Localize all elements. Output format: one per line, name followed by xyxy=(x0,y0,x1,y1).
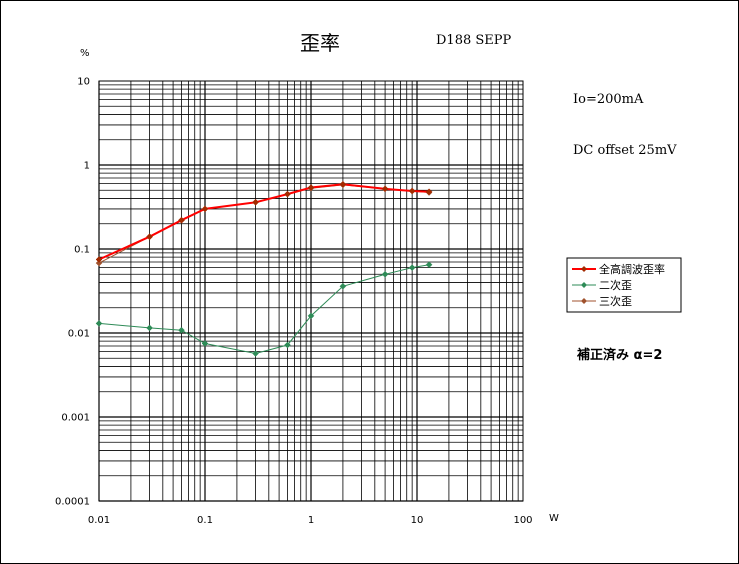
x-axis-ticks: 0.01 0.1 1 10 100 xyxy=(88,515,533,526)
data-point xyxy=(408,264,416,271)
series-1 xyxy=(95,180,433,263)
data-point xyxy=(284,190,291,198)
data-point xyxy=(146,233,153,241)
x-tick-label: 0.1 xyxy=(197,515,213,526)
legend-swatch-marker xyxy=(581,298,587,304)
data-point xyxy=(425,188,433,196)
data-point xyxy=(339,282,347,290)
legend-swatch-marker xyxy=(581,266,587,272)
y-tick-label: 1 xyxy=(84,161,90,172)
data-point xyxy=(381,270,389,278)
data-point xyxy=(252,198,259,206)
legend-label: 二次歪 xyxy=(599,278,632,292)
legend-item: 三次歪 xyxy=(572,294,632,308)
annotation-io: Io=200mA xyxy=(573,92,644,107)
data-point xyxy=(95,256,103,263)
series-layer xyxy=(95,180,433,357)
data-point xyxy=(95,259,103,267)
legend-label: 全高調波歪率 xyxy=(599,262,665,276)
y-axis-label: % xyxy=(80,48,90,59)
legend-swatch-marker xyxy=(581,282,587,288)
y-axis-ticks: 0.0001 0.001 0.01 0.1 1 10 xyxy=(55,77,90,508)
y-tick-label: 0.001 xyxy=(61,413,90,424)
chart-title: 歪率 xyxy=(300,31,340,55)
chart-subtitle: D188 SEPP xyxy=(436,33,512,48)
data-point xyxy=(381,185,389,193)
data-point xyxy=(307,184,315,191)
annotation-corrected: 補正済み α=2 xyxy=(576,347,662,363)
legend-label: 三次歪 xyxy=(599,294,632,308)
x-tick-label: 1 xyxy=(308,515,314,526)
data-point xyxy=(307,312,315,320)
annotation-dc-offset: DC offset 25mV xyxy=(573,143,677,158)
data-point xyxy=(284,341,291,349)
y-tick-label: 0.0001 xyxy=(55,497,90,508)
x-tick-label: 100 xyxy=(513,515,532,526)
data-point xyxy=(95,320,103,327)
data-point xyxy=(178,326,185,334)
data-point xyxy=(252,350,259,357)
data-point xyxy=(146,324,153,332)
data-point xyxy=(408,187,416,195)
data-point xyxy=(178,216,185,224)
legend-item: 二次歪 xyxy=(572,278,632,292)
data-point xyxy=(339,180,347,188)
series-2 xyxy=(95,261,433,357)
data-point xyxy=(425,261,433,269)
data-point xyxy=(201,340,209,347)
y-tick-label: 0.1 xyxy=(74,245,90,256)
data-point xyxy=(201,205,209,213)
plot-area xyxy=(98,80,524,502)
x-tick-label: 0.01 xyxy=(88,515,110,526)
y-tick-label: 10 xyxy=(77,77,90,88)
x-tick-label: 10 xyxy=(411,515,424,526)
legend-item: 全高調波歪率 xyxy=(572,262,665,276)
y-tick-label: 0.01 xyxy=(68,329,90,340)
x-axis-label: W xyxy=(549,513,559,524)
